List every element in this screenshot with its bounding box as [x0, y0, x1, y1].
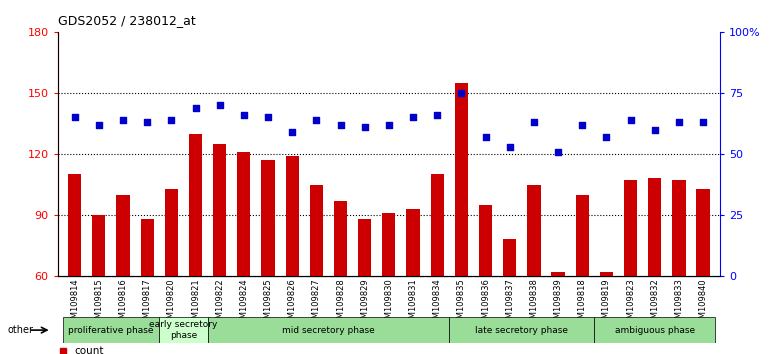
Bar: [407, 209, 420, 276]
Text: ambiguous phase: ambiguous phase: [614, 326, 695, 335]
Bar: [62, 317, 159, 343]
Text: GSM109833: GSM109833: [675, 278, 683, 329]
Bar: [527, 184, 541, 276]
Point: [117, 117, 129, 122]
Point: [189, 105, 202, 110]
Point: [69, 115, 81, 120]
Bar: [237, 152, 250, 276]
Point: [333, 284, 345, 290]
Text: late secretory phase: late secretory phase: [475, 326, 568, 335]
Point: [552, 149, 564, 154]
Bar: [286, 156, 299, 276]
Bar: [430, 175, 444, 276]
Text: GSM109836: GSM109836: [481, 278, 490, 329]
Bar: [141, 219, 154, 276]
Bar: [551, 272, 564, 276]
Bar: [358, 219, 371, 276]
Text: GSM109835: GSM109835: [457, 278, 466, 329]
Text: GSM109815: GSM109815: [95, 278, 103, 329]
Point: [166, 117, 178, 122]
Text: GSM109819: GSM109819: [602, 278, 611, 329]
Bar: [382, 213, 396, 276]
Point: [624, 117, 637, 122]
Point: [213, 102, 226, 108]
Bar: [68, 175, 82, 276]
Point: [504, 144, 516, 149]
Bar: [261, 160, 275, 276]
Bar: [449, 317, 594, 343]
Bar: [600, 272, 613, 276]
Point: [92, 122, 105, 127]
Text: GSM109834: GSM109834: [433, 278, 442, 329]
Bar: [479, 205, 492, 276]
Point: [673, 119, 685, 125]
Point: [407, 115, 419, 120]
Point: [431, 112, 444, 118]
Text: GSM109831: GSM109831: [409, 278, 417, 329]
Text: GSM109840: GSM109840: [698, 278, 708, 329]
Text: GSM109839: GSM109839: [554, 278, 563, 329]
Bar: [334, 201, 347, 276]
Bar: [92, 215, 105, 276]
Point: [333, 139, 345, 145]
Text: GSM109816: GSM109816: [119, 278, 128, 329]
Bar: [116, 195, 129, 276]
Text: GSM109824: GSM109824: [239, 278, 249, 329]
Point: [359, 124, 371, 130]
Text: early secretory
phase: early secretory phase: [149, 320, 218, 340]
Bar: [455, 83, 468, 276]
Bar: [696, 189, 710, 276]
Bar: [648, 178, 661, 276]
Bar: [165, 189, 178, 276]
Bar: [624, 181, 638, 276]
Point: [383, 122, 395, 127]
Point: [262, 115, 274, 120]
Bar: [159, 317, 208, 343]
Point: [286, 129, 298, 135]
Bar: [189, 134, 203, 276]
Text: GSM109822: GSM109822: [215, 278, 224, 329]
Bar: [208, 317, 449, 343]
Bar: [594, 317, 715, 343]
Text: GSM109838: GSM109838: [529, 278, 538, 329]
Text: GDS2052 / 238012_at: GDS2052 / 238012_at: [58, 14, 196, 27]
Text: GSM109830: GSM109830: [384, 278, 393, 329]
Bar: [310, 184, 323, 276]
Text: other: other: [8, 325, 34, 335]
Text: GSM109818: GSM109818: [578, 278, 587, 329]
Text: proliferative phase: proliferative phase: [69, 326, 154, 335]
Text: GSM109823: GSM109823: [626, 278, 635, 329]
Text: GSM109827: GSM109827: [312, 278, 321, 329]
Point: [455, 90, 467, 96]
Point: [238, 112, 250, 118]
Point: [648, 127, 661, 132]
Text: GSM109814: GSM109814: [70, 278, 79, 329]
Text: GSM109829: GSM109829: [360, 278, 369, 329]
Text: GSM109817: GSM109817: [142, 278, 152, 329]
Point: [480, 134, 492, 140]
Point: [310, 117, 323, 122]
Text: GSM109820: GSM109820: [167, 278, 176, 329]
Point: [141, 119, 153, 125]
Text: GSM109825: GSM109825: [263, 278, 273, 329]
Text: count: count: [74, 346, 103, 354]
Text: GSM109828: GSM109828: [336, 278, 345, 329]
Bar: [213, 144, 226, 276]
Text: GSM109832: GSM109832: [650, 278, 659, 329]
Point: [576, 122, 588, 127]
Text: GSM109821: GSM109821: [191, 278, 200, 329]
Point: [334, 122, 346, 127]
Bar: [575, 195, 589, 276]
Text: GSM109837: GSM109837: [505, 278, 514, 329]
Point: [527, 119, 540, 125]
Point: [697, 119, 709, 125]
Bar: [672, 181, 685, 276]
Bar: [503, 240, 517, 276]
Text: mid secretory phase: mid secretory phase: [282, 326, 375, 335]
Text: GSM109826: GSM109826: [288, 278, 296, 329]
Point: [600, 134, 612, 140]
